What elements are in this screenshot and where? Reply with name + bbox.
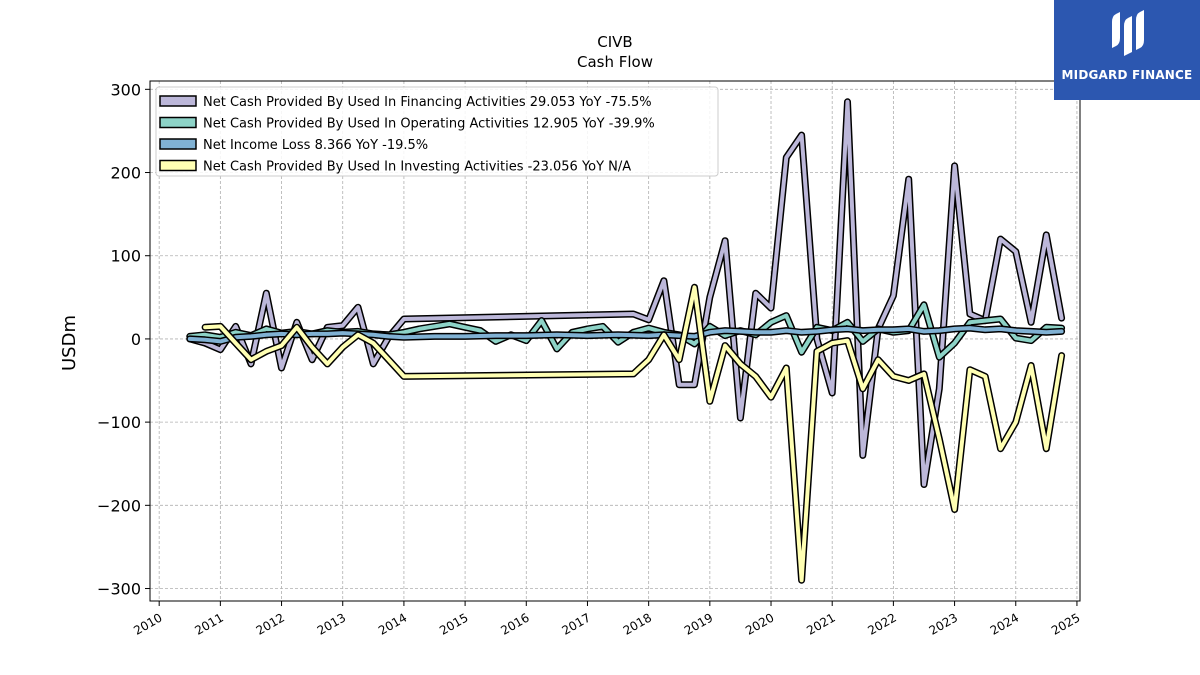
legend-label: Net Cash Provided By Used In Financing A… bbox=[203, 95, 652, 110]
x-tick-label: 2013 bbox=[315, 610, 348, 637]
plot-frame bbox=[149, 80, 1081, 602]
x-tick-label: 2010 bbox=[131, 610, 164, 637]
y-tick-label: 300 bbox=[110, 80, 141, 99]
series-lines bbox=[186, 98, 1066, 584]
y-axis: −300 −200 −100 0 100 200 300 bbox=[97, 80, 150, 599]
x-tick-label: 2019 bbox=[682, 610, 715, 637]
legend-swatch bbox=[159, 138, 197, 150]
x-axis: 2010 2011 2012 2013 2014 2015 2016 2017 2018 2019… bbox=[131, 601, 1082, 638]
x-tick-label: 2014 bbox=[376, 610, 409, 637]
chart-title: CIVB bbox=[597, 33, 632, 51]
x-tick-label: 2018 bbox=[621, 610, 654, 637]
x-tick-label: 2016 bbox=[498, 610, 531, 637]
x-tick-label: 2022 bbox=[865, 610, 898, 637]
chart-subtitle: Cash Flow bbox=[577, 53, 653, 71]
y-tick-label: −200 bbox=[97, 496, 141, 515]
legend-swatch bbox=[159, 95, 197, 107]
brand-name: MIDGARD FINANCE bbox=[1061, 68, 1193, 82]
legend-label: Net Cash Provided By Used In Operating A… bbox=[203, 117, 655, 132]
x-tick-label: 2021 bbox=[804, 610, 837, 637]
y-tick-label: 200 bbox=[110, 164, 141, 183]
y-tick-label: −300 bbox=[97, 580, 141, 599]
x-tick-label: 2023 bbox=[927, 610, 960, 637]
legend-label: Net Income Loss 8.366 YoY -19.5% bbox=[203, 138, 428, 153]
x-tick-label: 2024 bbox=[988, 610, 1021, 637]
y-tick-label: 0 bbox=[131, 330, 141, 349]
legend-box bbox=[155, 86, 719, 177]
y-tick-label: 100 bbox=[110, 247, 141, 266]
x-tick-label: 2017 bbox=[560, 610, 593, 637]
x-tick-label: 2011 bbox=[192, 610, 225, 637]
series-line-4 bbox=[203, 285, 1064, 583]
y-tick-label: −100 bbox=[97, 413, 141, 432]
x-tick-label: 2020 bbox=[743, 610, 776, 637]
legend-swatch bbox=[159, 116, 197, 129]
midgard-logo-icon bbox=[1112, 10, 1144, 56]
x-tick-label: 2015 bbox=[437, 610, 470, 637]
brand-logo: MIDGARD FINANCE bbox=[1054, 0, 1200, 100]
legend: Net Cash Provided By Used In Financing A… bbox=[155, 86, 719, 177]
x-tick-label: 2025 bbox=[1049, 610, 1082, 637]
y-axis-label: USDm bbox=[59, 315, 80, 371]
x-tick-label: 2012 bbox=[254, 610, 287, 637]
legend-swatch bbox=[159, 159, 197, 172]
legend-label: Net Cash Provided By Used In Investing A… bbox=[203, 160, 631, 175]
